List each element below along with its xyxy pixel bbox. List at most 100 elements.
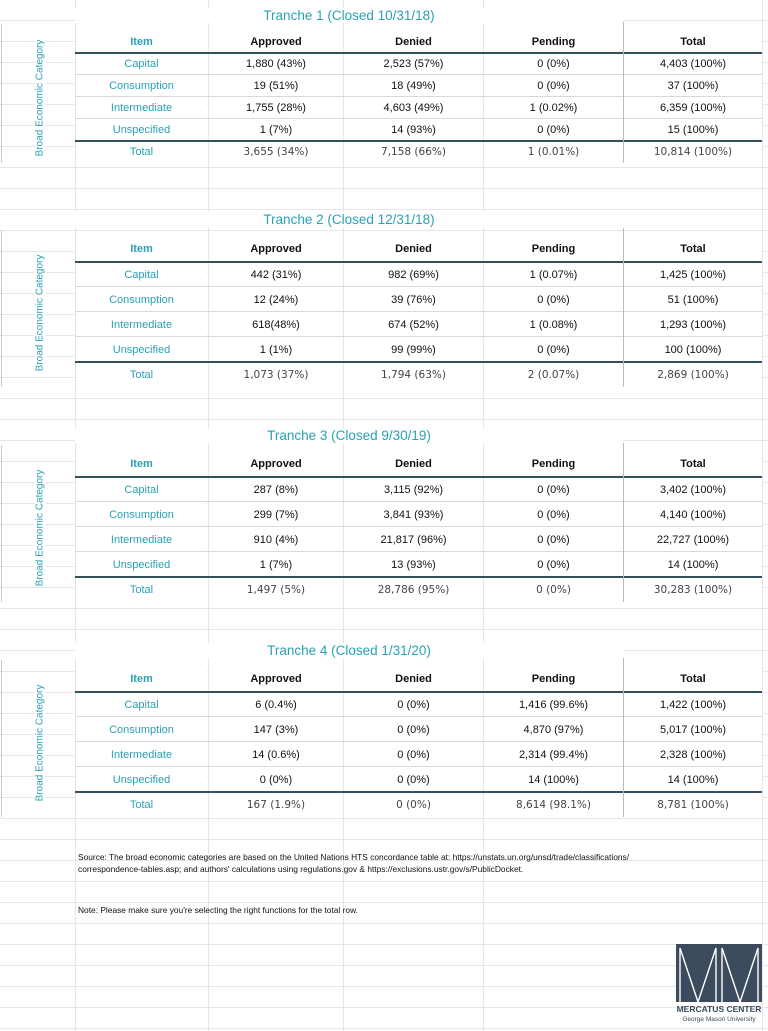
total-cell: 167 (1.9%) bbox=[209, 793, 343, 816]
cell: Unspecified bbox=[76, 120, 207, 140]
header-cell: Total bbox=[624, 668, 762, 690]
cell: Capital bbox=[76, 263, 207, 286]
cell: 37 (100%) bbox=[624, 76, 762, 96]
header-cell: Pending bbox=[484, 453, 623, 475]
header-cell: Item bbox=[76, 668, 207, 690]
column-rule bbox=[623, 658, 624, 817]
cell: 2,523 (57%) bbox=[344, 54, 483, 74]
cell: 0 (0%) bbox=[484, 478, 623, 501]
grid-column bbox=[75, 0, 76, 1031]
cell: 4,403 (100%) bbox=[624, 54, 762, 74]
row-rule bbox=[75, 118, 762, 119]
cell: 0 (0%) bbox=[484, 76, 623, 96]
header-cell: Denied bbox=[344, 453, 483, 475]
cell: Unspecified bbox=[76, 768, 207, 791]
header-cell: Approved bbox=[209, 32, 343, 51]
header-cell: Total bbox=[624, 238, 762, 260]
total-cell: 2 (0.07%) bbox=[484, 363, 623, 386]
row-rule bbox=[75, 74, 762, 75]
cell: 299 (7%) bbox=[209, 503, 343, 526]
cell: 0 (0%) bbox=[344, 718, 483, 741]
cell: 287 (8%) bbox=[209, 478, 343, 501]
cell: 1,880 (43%) bbox=[209, 54, 343, 74]
total-cell: 10,814 (100%) bbox=[624, 142, 762, 162]
cell: Capital bbox=[76, 478, 207, 501]
header-rule bbox=[75, 261, 762, 263]
total-cell: 30,283 (100%) bbox=[624, 578, 762, 601]
total-cell: Total bbox=[76, 363, 207, 386]
column-rule bbox=[623, 443, 624, 602]
row-rule bbox=[75, 140, 762, 142]
cell: 147 (3%) bbox=[209, 718, 343, 741]
cell: Capital bbox=[76, 693, 207, 716]
cell: 674 (52%) bbox=[344, 313, 483, 336]
header-rule bbox=[75, 691, 762, 693]
cell: 1,416 (99.6%) bbox=[484, 693, 623, 716]
cell: 4,603 (49%) bbox=[344, 98, 483, 118]
logo-mark bbox=[676, 944, 762, 1002]
side-rule bbox=[1, 230, 2, 387]
cell: Intermediate bbox=[76, 313, 207, 336]
cell: 0 (0%) bbox=[484, 120, 623, 140]
cell: 19 (51%) bbox=[209, 76, 343, 96]
side-rule bbox=[1, 660, 2, 817]
row-rule bbox=[75, 501, 762, 502]
cell: Consumption bbox=[76, 503, 207, 526]
total-cell: 8,614 (98.1%) bbox=[484, 793, 623, 816]
tranche-title: Tranche 4 (Closed 1/31/20) bbox=[75, 643, 623, 658]
header-cell: Item bbox=[76, 453, 207, 475]
header-cell: Approved bbox=[209, 453, 343, 475]
total-cell: 1,073 (37%) bbox=[209, 363, 343, 386]
cell: 0 (0%) bbox=[344, 743, 483, 766]
cell: 618(48%) bbox=[209, 313, 343, 336]
row-rule bbox=[75, 791, 762, 793]
column-rule bbox=[623, 22, 624, 163]
cell: 442 (31%) bbox=[209, 263, 343, 286]
cell: 3,841 (93%) bbox=[344, 503, 483, 526]
row-rule bbox=[75, 286, 762, 287]
cell: 15 (100%) bbox=[624, 120, 762, 140]
cell: Intermediate bbox=[76, 528, 207, 551]
header-cell: Pending bbox=[484, 668, 623, 690]
cell: 0 (0%) bbox=[484, 338, 623, 361]
total-cell: 1,497 (5%) bbox=[209, 578, 343, 601]
cell: 1 (0.08%) bbox=[484, 313, 623, 336]
total-cell: 7,158 (66%) bbox=[344, 142, 483, 162]
cell: 3,115 (92%) bbox=[344, 478, 483, 501]
total-cell: 1,794 (63%) bbox=[344, 363, 483, 386]
cell: 6 (0.4%) bbox=[209, 693, 343, 716]
header-cell: Approved bbox=[209, 238, 343, 260]
side-rule bbox=[1, 24, 2, 163]
cell: 100 (100%) bbox=[624, 338, 762, 361]
source-line: correspondence-tables.asp; and authors' … bbox=[78, 864, 524, 874]
row-rule bbox=[75, 716, 762, 717]
cell: 1,425 (100%) bbox=[624, 263, 762, 286]
row-rule bbox=[75, 576, 762, 578]
total-cell: 2,869 (100%) bbox=[624, 363, 762, 386]
cell: 1,293 (100%) bbox=[624, 313, 762, 336]
cell: 910 (4%) bbox=[209, 528, 343, 551]
header-cell: Denied bbox=[344, 32, 483, 51]
cell: 1 (7%) bbox=[209, 120, 343, 140]
cell: 12 (24%) bbox=[209, 288, 343, 311]
cell: Consumption bbox=[76, 288, 207, 311]
row-rule bbox=[75, 551, 762, 552]
cell: 0 (0%) bbox=[484, 54, 623, 74]
cell: 14 (100%) bbox=[624, 553, 762, 576]
grid-column bbox=[208, 0, 209, 1031]
cell: 1,755 (28%) bbox=[209, 98, 343, 118]
category-label: Broad Economic Category bbox=[34, 684, 46, 801]
cell: 0 (0%) bbox=[484, 503, 623, 526]
header-cell: Item bbox=[76, 32, 207, 51]
row-rule bbox=[75, 526, 762, 527]
header-cell: Pending bbox=[484, 32, 623, 51]
row-rule bbox=[75, 766, 762, 767]
tranche-title: Tranche 2 (Closed 12/31/18) bbox=[75, 212, 623, 227]
cell: 1 (0.02%) bbox=[484, 98, 623, 118]
cell: Consumption bbox=[76, 76, 207, 96]
header-cell: Denied bbox=[344, 668, 483, 690]
row-rule bbox=[75, 336, 762, 337]
grid-column bbox=[483, 0, 484, 1031]
cell: 1 (0.07%) bbox=[484, 263, 623, 286]
